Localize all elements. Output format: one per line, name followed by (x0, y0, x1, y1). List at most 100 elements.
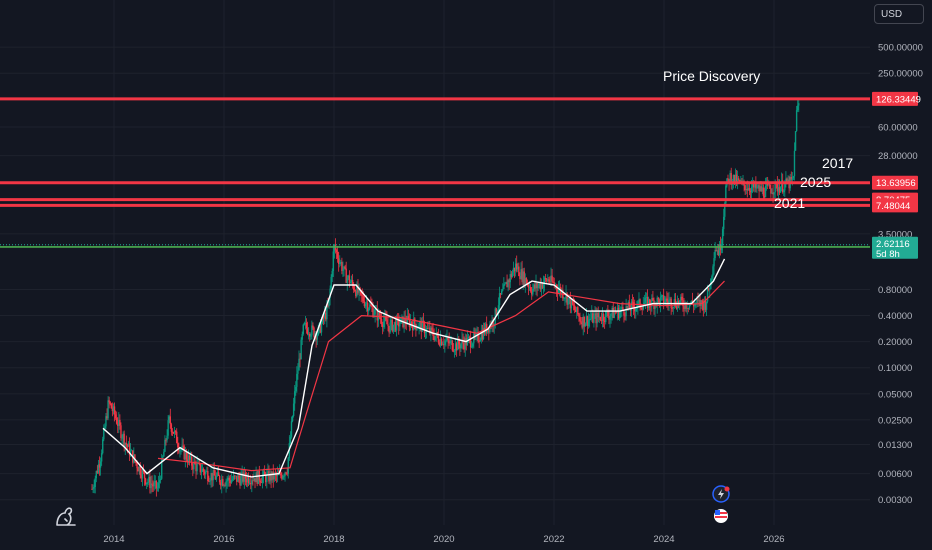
candle-body (617, 307, 620, 319)
candle-body (212, 470, 214, 481)
candle-body (118, 419, 120, 426)
x-tick-label: 2026 (763, 534, 784, 545)
candle-body (337, 258, 340, 265)
candle-body (437, 336, 440, 343)
candle-body (612, 307, 614, 318)
candle-body (114, 414, 117, 418)
candle-body (473, 333, 475, 344)
candle-body (98, 464, 101, 468)
candle-body (534, 284, 536, 289)
candle-body (624, 315, 626, 317)
candle-body (119, 419, 121, 426)
currency-selector-button[interactable]: USD (874, 4, 924, 24)
candle-body (579, 316, 581, 322)
candle-body (706, 288, 709, 302)
candle-body (233, 475, 236, 477)
candle-body (145, 482, 148, 485)
candle-body (315, 333, 317, 340)
candle-body (416, 328, 418, 330)
candle-body (590, 318, 592, 320)
candle-body (478, 341, 480, 343)
lightning-icon[interactable] (712, 485, 730, 503)
x-tick-label: 2024 (653, 534, 674, 545)
candle-body (751, 183, 754, 187)
candle-body (764, 185, 767, 198)
candle-body (792, 176, 795, 179)
candle-body (578, 314, 580, 317)
candle-body (543, 278, 546, 284)
grid-lines (0, 0, 870, 525)
candle-body (195, 463, 197, 472)
candle-body (516, 263, 518, 270)
candle-body (666, 298, 668, 301)
candle-body (178, 447, 180, 452)
candle-body (266, 473, 268, 483)
candle-body (126, 444, 129, 447)
candle-body (480, 332, 483, 341)
candle-body (333, 245, 336, 252)
candle-body (576, 307, 578, 313)
candle-body (307, 333, 310, 335)
candle-body (379, 317, 382, 320)
candle-body (322, 316, 325, 319)
candle-body (174, 430, 177, 432)
candle-body (222, 479, 224, 486)
candle-body (252, 480, 254, 482)
candle-body (201, 468, 204, 472)
candle-body (295, 386, 297, 392)
candle-body (331, 271, 333, 277)
candle-body (335, 250, 338, 253)
horizontal-levels[interactable] (0, 97, 870, 248)
candle-body (191, 456, 193, 466)
candle-body (701, 300, 703, 304)
y-tick-label: 500.00000 (878, 43, 923, 54)
candle-body (597, 313, 599, 317)
candle-body (716, 250, 718, 252)
candle-body (625, 306, 627, 317)
candle-body (136, 462, 138, 469)
candle-body (536, 282, 538, 289)
candle-body (183, 446, 185, 460)
candle-body (553, 282, 555, 286)
us-flag-icon[interactable] (714, 509, 728, 523)
candle-body (631, 301, 634, 303)
candle-body (563, 298, 565, 300)
candle-body (651, 297, 653, 307)
candle-body (321, 316, 324, 323)
candle-body (600, 319, 603, 322)
candle-body (564, 298, 566, 300)
candle-body (523, 271, 525, 286)
candle-body (163, 451, 165, 457)
candle-body (699, 299, 701, 306)
candle-body (585, 316, 588, 324)
candle-body (690, 300, 693, 304)
candle-body (544, 278, 547, 280)
candle-body (202, 468, 205, 472)
candle-body (686, 307, 688, 309)
candle-body (532, 288, 534, 295)
candle-body (102, 439, 104, 454)
candle-body (660, 295, 663, 298)
candle-body (671, 307, 673, 309)
candle-body (638, 299, 640, 302)
candle-body (231, 479, 234, 481)
candle-body (509, 274, 511, 283)
candle-body (725, 185, 727, 204)
candle-body (172, 431, 175, 434)
candle-body (707, 288, 710, 291)
candle-body (504, 283, 506, 285)
candle-body (434, 335, 436, 341)
candle-body (257, 470, 259, 484)
candle-body (705, 301, 708, 310)
candle-body (179, 449, 181, 452)
candle-body (166, 435, 168, 441)
candle-body (513, 267, 516, 272)
tradingview-logo[interactable] (56, 507, 76, 526)
candle-body (273, 473, 276, 480)
candle-body (290, 421, 293, 437)
candle-body (147, 481, 149, 483)
candle-body (779, 187, 782, 193)
candle-body (226, 480, 228, 482)
candle-body (246, 476, 249, 483)
